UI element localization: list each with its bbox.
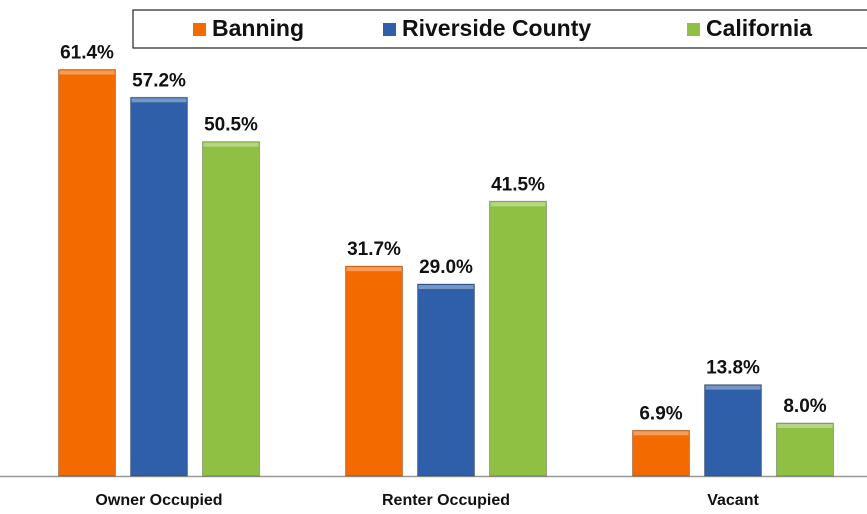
bar xyxy=(130,96,188,477)
data-label: 41.5% xyxy=(491,174,545,195)
bar xyxy=(776,422,834,477)
data-label: 6.9% xyxy=(639,403,682,424)
x-tick-label: Owner Occupied xyxy=(95,492,222,509)
bar xyxy=(345,265,403,477)
bar xyxy=(202,141,260,477)
data-label: 61.4% xyxy=(60,43,114,64)
legend-swatch xyxy=(193,23,206,36)
data-label: 8.0% xyxy=(783,396,826,417)
data-label: 31.7% xyxy=(347,239,401,260)
bar xyxy=(632,429,690,477)
bar-highlight xyxy=(633,431,689,436)
legend-box xyxy=(132,9,867,49)
legend-swatch xyxy=(687,23,700,36)
legend-label: Riverside County xyxy=(402,15,591,41)
legend-label: Banning xyxy=(212,15,304,41)
bar xyxy=(704,384,762,477)
bar-highlight xyxy=(418,285,474,290)
bar xyxy=(489,200,547,477)
data-label: 50.5% xyxy=(204,115,258,136)
bar-highlight xyxy=(705,385,761,390)
bar xyxy=(58,69,116,477)
bar xyxy=(417,283,475,477)
data-label: 29.0% xyxy=(419,257,473,278)
legend-swatch xyxy=(383,23,396,36)
bar-highlight xyxy=(131,98,187,103)
data-label: 13.8% xyxy=(706,358,760,379)
bar-highlight xyxy=(203,142,259,147)
x-tick-label: Vacant xyxy=(707,492,759,509)
bar-highlight xyxy=(346,267,402,272)
bar-highlight xyxy=(490,202,546,207)
bar-highlight xyxy=(777,424,833,429)
bar-highlight xyxy=(59,70,115,75)
x-tick-label: Renter Occupied xyxy=(382,492,510,509)
data-label: 57.2% xyxy=(132,70,186,91)
legend-label: California xyxy=(706,15,812,41)
